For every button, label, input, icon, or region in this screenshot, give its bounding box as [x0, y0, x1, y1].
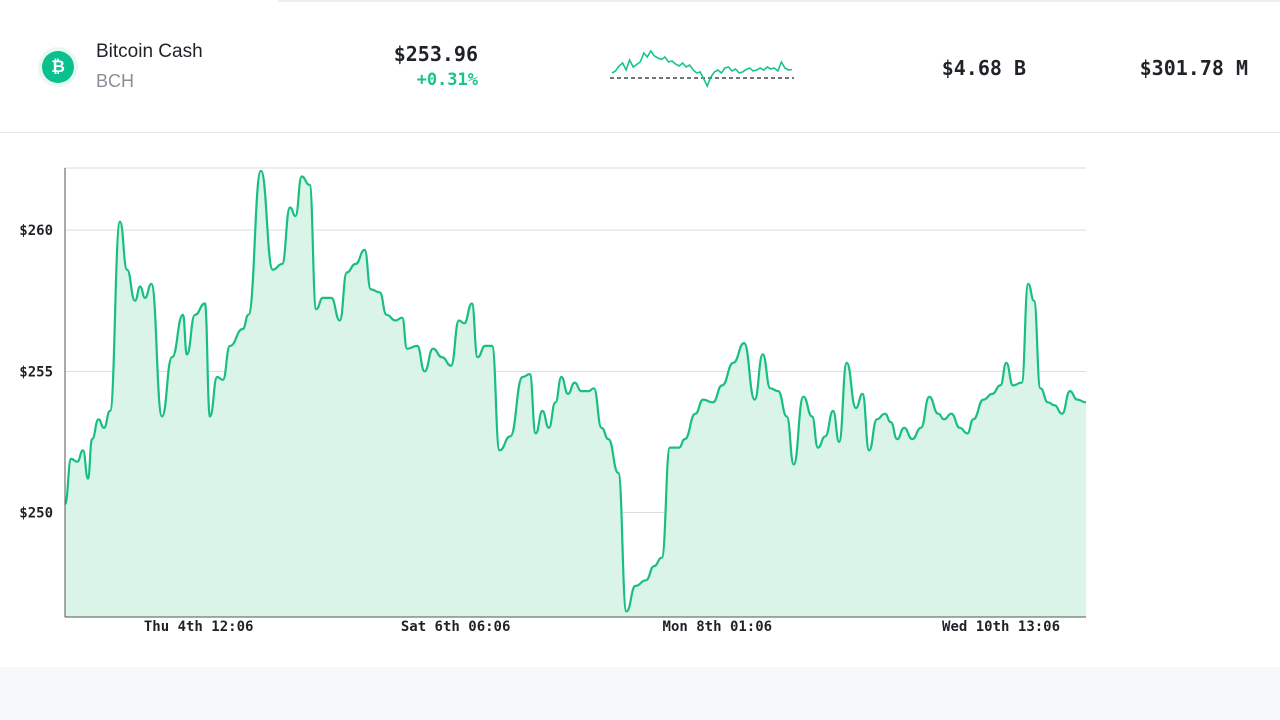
y-tick-label: $260 — [19, 223, 53, 239]
price-change: +0.31% — [416, 70, 478, 90]
bitcoin-cash-icon: ₿ — [38, 47, 78, 87]
price-area — [65, 170, 1086, 618]
x-tick-label: Mon 8th 01:06 — [663, 619, 773, 635]
volume: $301.78 M — [1139, 56, 1248, 80]
chart-panel: $250 $255 $260 Thu 4th 12:06 Sat 6th 06:06 Mo… — [0, 133, 1280, 667]
market-cap: $4.68 B — [941, 56, 1026, 80]
price-line — [63, 169, 1087, 613]
coin-row[interactable]: ₿ Bitcoin Cash BCH $253.96 +0.31% $4.68 … — [0, 0, 1280, 133]
x-tick-label: Thu 4th 12:06 — [144, 619, 254, 635]
coin-name[interactable]: Bitcoin Cash — [96, 41, 203, 62]
price-chart[interactable]: $250 $255 $260 Thu 4th 12:06 Sat 6th 06:06 Mo… — [0, 133, 1280, 667]
coin-price: $253.96 — [393, 42, 478, 66]
x-tick-label: Sat 6th 06:06 — [401, 619, 511, 635]
coin-symbol: BCH — [96, 71, 135, 91]
x-tick-label: Wed 10th 13:06 — [942, 619, 1060, 635]
y-tick-label: $250 — [19, 506, 53, 522]
divider — [278, 0, 1280, 2]
bitcoin-cash-glyph: ₿ — [42, 51, 74, 83]
price-sparkline — [610, 49, 794, 88]
sparkline-line — [611, 49, 793, 88]
y-tick-label: $255 — [19, 364, 53, 380]
